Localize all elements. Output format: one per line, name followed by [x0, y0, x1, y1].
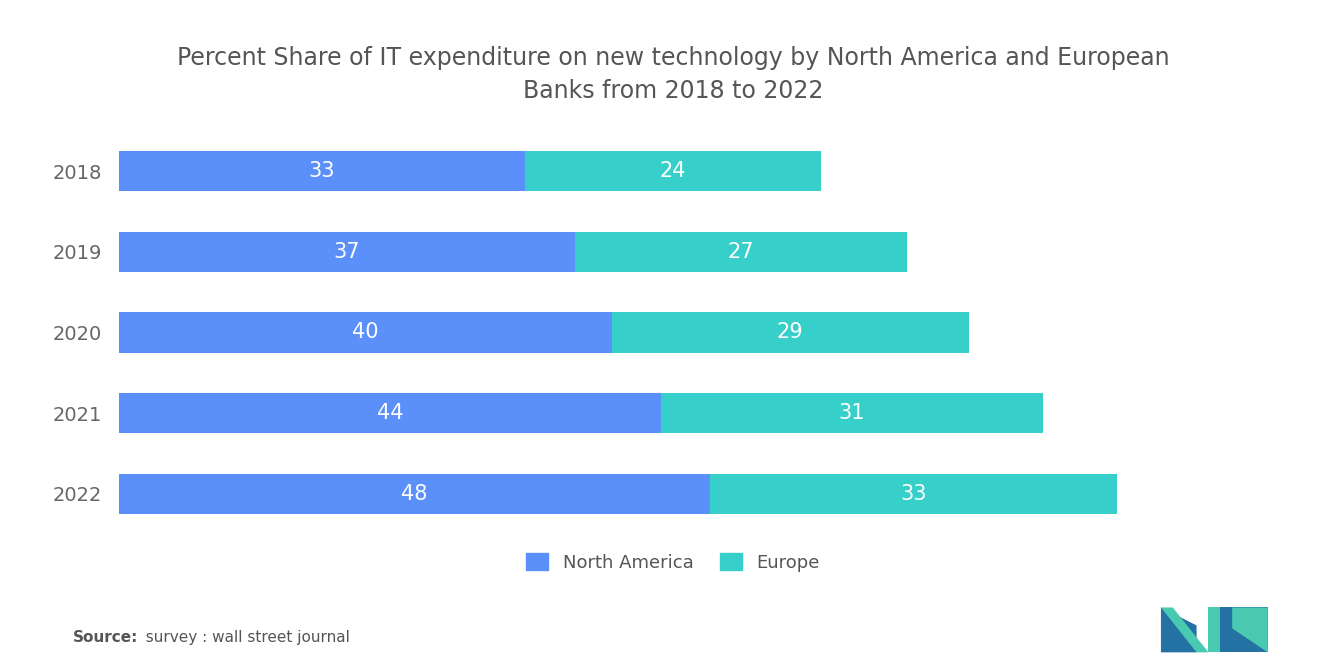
Title: Percent Share of IT expenditure on new technology by North America and European
: Percent Share of IT expenditure on new t… [177, 46, 1170, 103]
Bar [119, 151, 525, 192]
Text: 37: 37 [334, 242, 360, 262]
Text: 33: 33 [309, 162, 335, 182]
Text: 31: 31 [838, 403, 865, 423]
Bar [611, 313, 969, 352]
Text: 33: 33 [900, 483, 927, 503]
Text: 27: 27 [727, 242, 754, 262]
Polygon shape [1162, 608, 1209, 652]
Legend: North America, Europe: North America, Europe [519, 546, 828, 579]
Bar [119, 473, 710, 514]
Polygon shape [1162, 608, 1196, 652]
Polygon shape [1233, 608, 1267, 652]
Polygon shape [1209, 608, 1220, 652]
Text: 24: 24 [660, 162, 686, 182]
Bar [119, 393, 661, 434]
Bar [574, 231, 907, 272]
Text: 48: 48 [401, 483, 428, 503]
Bar [119, 313, 611, 352]
Bar [710, 473, 1117, 514]
Bar [119, 231, 574, 272]
Bar [661, 393, 1043, 434]
Text: Source:: Source: [73, 630, 139, 645]
Text: 44: 44 [376, 403, 403, 423]
Text: survey : wall street journal: survey : wall street journal [136, 630, 350, 645]
Polygon shape [1209, 608, 1267, 652]
Bar [525, 151, 821, 192]
Text: 29: 29 [777, 323, 804, 342]
Text: 40: 40 [352, 323, 379, 342]
